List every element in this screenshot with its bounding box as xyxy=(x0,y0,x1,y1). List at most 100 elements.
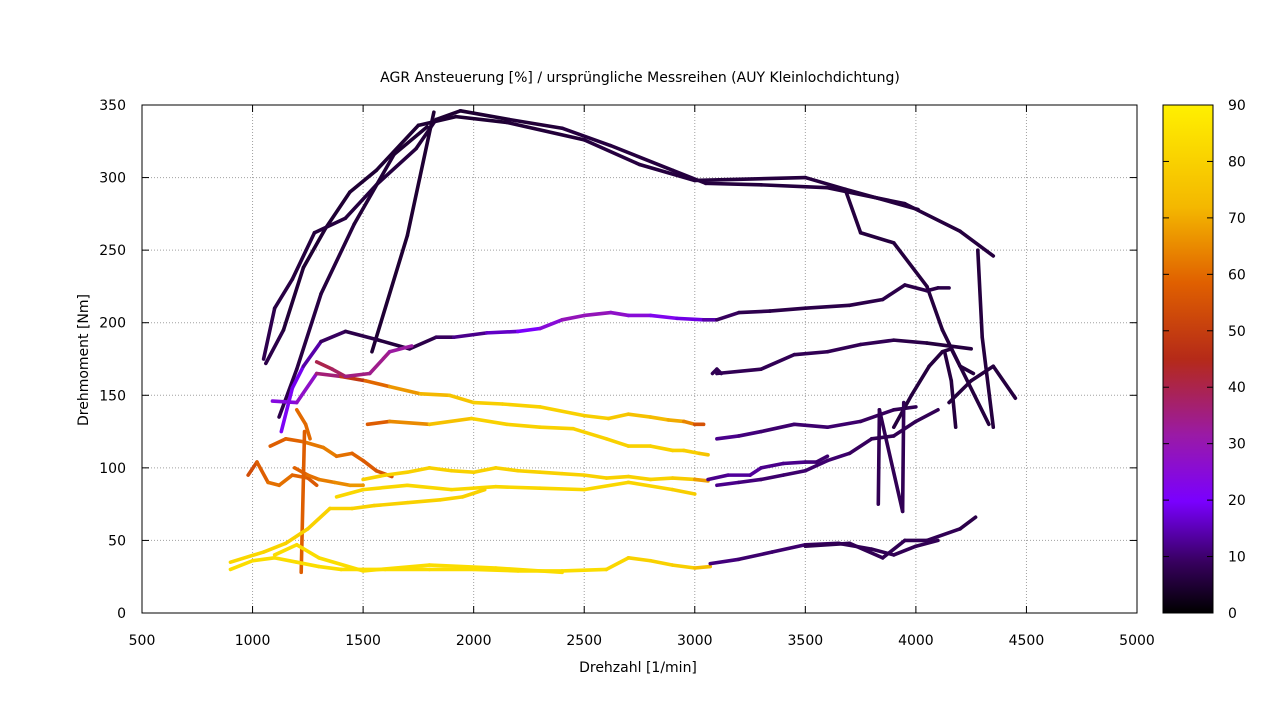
series-segment xyxy=(270,399,299,405)
series-segment xyxy=(942,349,954,383)
series-segment xyxy=(294,371,319,405)
series-segment xyxy=(903,201,962,234)
series-segment xyxy=(759,352,797,371)
series-line-9 xyxy=(715,283,951,322)
series-line-20 xyxy=(334,480,697,499)
series-line-23 xyxy=(228,506,332,565)
x-tick-label: 4500 xyxy=(1009,633,1045,649)
x-tick-label: 4000 xyxy=(898,633,934,649)
colorbar-tick-label: 80 xyxy=(1228,154,1246,170)
series-segment xyxy=(538,405,587,418)
series-segment xyxy=(299,429,307,575)
series-segment xyxy=(438,495,465,502)
colorbar-tick-label: 0 xyxy=(1228,606,1237,622)
colorbar-tick-label: 40 xyxy=(1228,380,1246,396)
series-segment xyxy=(666,418,686,424)
series-line-18 xyxy=(299,429,307,575)
series-segment xyxy=(283,527,310,546)
series-segment xyxy=(958,515,978,531)
series-line-11 xyxy=(314,344,414,379)
series-segment xyxy=(825,419,863,430)
colorbar-tick-label: 90 xyxy=(1228,98,1246,114)
series-segment xyxy=(294,542,321,560)
series-segment xyxy=(292,466,310,477)
series-line-29 xyxy=(803,515,978,560)
series-segment xyxy=(692,175,808,183)
series-line-32 xyxy=(715,338,973,376)
series-segment xyxy=(374,146,418,187)
series-segment xyxy=(264,328,286,366)
series-segment xyxy=(314,371,343,379)
series-segment xyxy=(582,413,611,421)
y-tick-label: 300 xyxy=(99,171,126,187)
y-axis-label: Drehmoment [Nm] xyxy=(76,294,92,426)
series-segment xyxy=(343,329,381,342)
series-segment xyxy=(294,560,321,569)
series-segment xyxy=(361,563,432,573)
series-segment xyxy=(290,473,310,480)
series-segment xyxy=(352,152,396,226)
series-segment xyxy=(608,143,675,173)
series-segment xyxy=(958,229,996,258)
series-segment xyxy=(405,483,454,492)
y-tick-label: 50 xyxy=(108,533,126,549)
series-segment xyxy=(493,466,520,473)
series-segment xyxy=(372,500,410,508)
series-segment xyxy=(301,339,323,369)
series-segment xyxy=(847,297,885,308)
series-segment xyxy=(314,360,334,371)
series-segment xyxy=(343,371,372,379)
series-segment xyxy=(405,466,432,475)
series-line-6 xyxy=(370,110,436,354)
series-segment xyxy=(266,480,281,488)
series-segment xyxy=(803,541,852,549)
series-segment xyxy=(228,550,266,565)
x-tick-label: 5000 xyxy=(1119,633,1155,649)
series-segment xyxy=(516,326,542,334)
series-line-34 xyxy=(947,364,1018,405)
series-segment xyxy=(407,335,438,351)
series-segment xyxy=(312,216,348,235)
series-segment xyxy=(268,437,288,448)
series-segment xyxy=(847,437,874,456)
series-segment xyxy=(427,416,474,427)
series-segment xyxy=(681,448,702,456)
series-segment xyxy=(281,265,306,332)
series-segment xyxy=(471,400,505,406)
series-segment xyxy=(825,451,852,463)
series-segment xyxy=(858,338,896,347)
series-line-17 xyxy=(294,407,312,441)
series-segment xyxy=(361,473,388,482)
series-segment xyxy=(803,303,852,311)
series-line-16 xyxy=(292,466,365,488)
series-segment xyxy=(228,558,255,572)
colorbar-tick-label: 30 xyxy=(1228,437,1246,453)
series-segment xyxy=(449,468,476,475)
series-segment xyxy=(471,466,498,475)
series-segment xyxy=(626,480,675,492)
series-segment xyxy=(768,306,808,313)
series-segment xyxy=(290,364,306,390)
series-segment xyxy=(261,541,288,554)
series-segment xyxy=(306,473,321,482)
series-segment xyxy=(255,460,270,485)
series-segment xyxy=(317,564,343,572)
series-line-27 xyxy=(626,556,713,570)
series-segment xyxy=(803,175,847,191)
series-segment xyxy=(969,364,996,383)
series-segment xyxy=(648,476,675,482)
series-segment xyxy=(538,470,564,476)
series-segment xyxy=(469,416,509,427)
series-segment xyxy=(708,557,741,566)
series-segment xyxy=(949,347,962,369)
series-line-8 xyxy=(279,310,719,434)
x-tick-label: 2500 xyxy=(566,633,602,649)
plot-area xyxy=(141,104,1138,614)
series-segment xyxy=(317,556,365,573)
series-segment xyxy=(670,487,697,496)
series-segment xyxy=(692,477,710,483)
series-segment xyxy=(294,291,323,371)
series-segment xyxy=(606,412,631,421)
series-line-13 xyxy=(715,405,918,441)
